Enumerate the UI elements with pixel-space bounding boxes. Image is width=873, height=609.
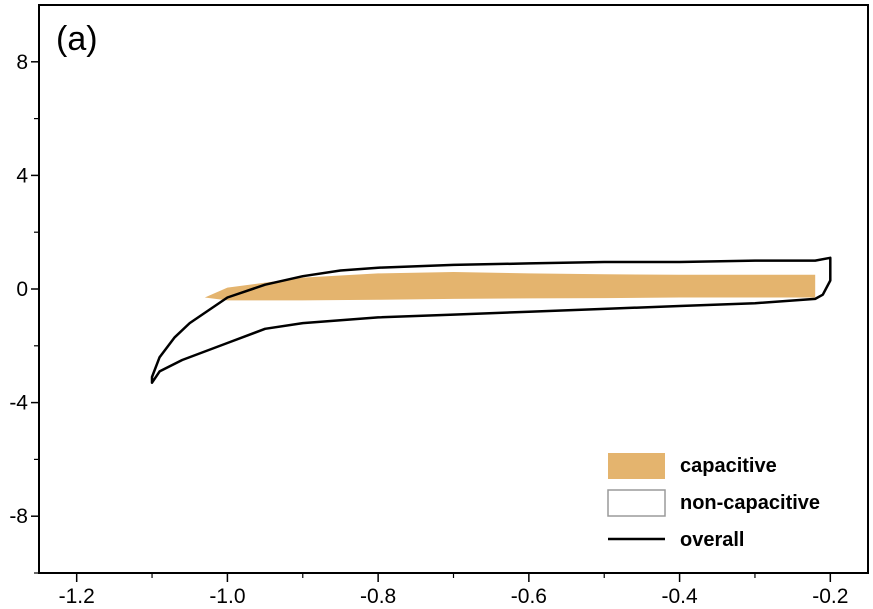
y-tick-label: -8 (9, 505, 28, 528)
panel-label: (a) (56, 20, 98, 58)
x-tick-label: -1.2 (59, 585, 95, 608)
x-tick-label: -1.0 (209, 585, 245, 608)
legend: capacitive non-capacitive overall (607, 453, 820, 551)
legend-label-overall: overall (680, 529, 744, 551)
y-tick-label: 4 (16, 164, 28, 187)
x-tick-label: -0.4 (661, 585, 698, 608)
overall-curve (150, 256, 832, 384)
y-tick-label: 0 (16, 278, 28, 301)
x-tick-label: -0.6 (511, 585, 547, 608)
legend-swatch-non-capacitive (607, 489, 666, 517)
y-tick-label: -4 (9, 392, 28, 415)
x-tick-label: -0.2 (812, 585, 848, 608)
capacitive-area (204, 272, 816, 301)
legend-label-non-capacitive: non-capacitive (680, 492, 820, 514)
legend-label-capacitive: capacitive (680, 455, 777, 477)
y-tick-label: 8 (16, 51, 28, 74)
legend-swatch-capacitive (608, 453, 665, 479)
x-tick-label: -0.8 (360, 585, 396, 608)
